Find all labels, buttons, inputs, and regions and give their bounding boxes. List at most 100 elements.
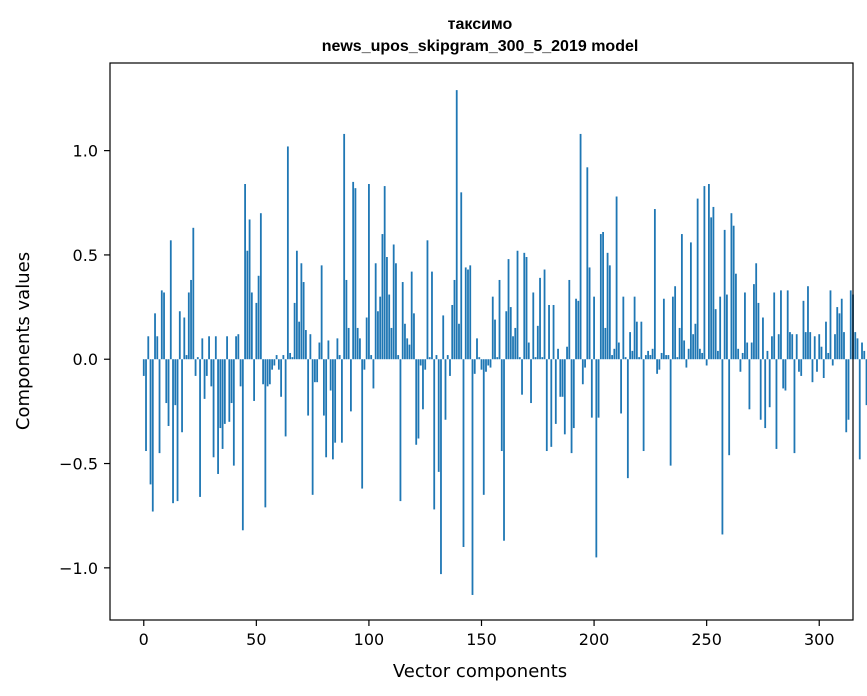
bar-138 [453,279,456,360]
bar-10 [165,359,168,404]
bar-58 [273,359,276,366]
bar-17 [181,359,183,433]
bar-151 [482,359,485,495]
bar-250 [705,359,708,366]
bar-292 [800,359,803,376]
bar-183 [554,359,557,424]
bar-185 [559,359,562,397]
bar-41 [235,336,237,360]
bar-39 [230,359,233,404]
bar-16 [178,311,181,360]
bar-210 [615,196,618,360]
bar-45 [244,184,246,360]
bar-120 [413,313,415,360]
bar-168 [521,359,523,395]
bar-96 [359,338,361,360]
y-tick-label: −1.0 [59,559,98,578]
bar-111 [392,244,395,360]
bar-294 [804,332,807,360]
bar-62 [282,355,285,360]
bar-60 [277,359,280,370]
bar-311 [843,332,845,360]
bar-86 [336,338,339,360]
bar-164 [512,336,514,360]
bar-209 [613,348,616,360]
x-axis-label: Vector components [393,661,567,682]
bar-28 [205,359,208,376]
bar-297 [811,359,814,383]
bar-121 [415,359,418,445]
bar-232 [665,355,668,360]
bar-129 [433,359,436,510]
bar-22 [192,227,195,360]
bar-149 [478,357,481,360]
bar-141 [460,192,463,360]
bar-64 [286,146,289,360]
bar-90 [345,279,348,360]
bar-79 [320,265,323,360]
bar-198 [588,267,591,360]
bar-254 [714,309,717,360]
bar-235 [671,296,674,360]
bar-95 [356,327,359,360]
bar-213 [622,296,625,360]
x-tick-label: 250 [691,630,722,649]
chart-subtitle: news_upos_skipgram_300_5_2019 model [322,38,639,55]
bar-139 [455,90,458,360]
bar-308 [836,307,839,360]
bar-299 [816,359,818,372]
bar-145 [469,265,472,360]
bar-0 [142,359,145,376]
bar-115 [401,282,404,360]
bar-295 [807,286,809,360]
bar-169 [523,252,526,360]
bar-53 [262,359,264,385]
bar-220 [638,357,641,360]
bar-109 [388,294,391,360]
bar-116 [404,323,406,360]
bar-133 [442,315,445,360]
x-tick-label: 100 [354,630,385,649]
bar-268 [746,342,749,360]
bar-309 [838,313,841,360]
bar-216 [629,332,631,360]
bar-301 [820,346,823,360]
y-tick-label: 0.5 [73,246,98,265]
bar-114 [399,359,402,502]
bar-221 [640,321,643,360]
bar-40 [232,359,235,466]
x-tick-label: 0 [139,630,149,649]
bar-225 [649,355,652,360]
bar-241 [685,359,688,368]
bar-1 [145,359,147,452]
bar-165 [514,327,517,360]
bar-201 [595,359,598,558]
bar-146 [471,359,474,595]
bar-97 [361,359,364,489]
bar-312 [845,359,848,433]
bar-12 [169,240,172,360]
bar-307 [834,334,836,360]
bar-214 [624,357,627,360]
bar-274 [759,359,762,420]
bar-13 [172,359,174,504]
bar-77 [316,359,319,383]
bar-49 [253,359,255,401]
bar-267 [744,292,746,360]
bar-155 [491,296,494,360]
bar-194 [579,133,582,360]
bar-249 [703,186,706,360]
bar-70 [300,263,303,360]
bar-239 [680,234,683,360]
bar-242 [687,348,690,360]
bar-88 [341,359,343,443]
bar-296 [809,332,812,360]
bar-286 [786,290,789,360]
bar-34 [219,359,222,429]
bar-125 [424,359,427,370]
bar-223 [644,355,647,360]
bar-157 [496,357,499,360]
bar-46 [246,250,249,360]
bar-99 [365,317,368,360]
bar-253 [712,206,715,360]
